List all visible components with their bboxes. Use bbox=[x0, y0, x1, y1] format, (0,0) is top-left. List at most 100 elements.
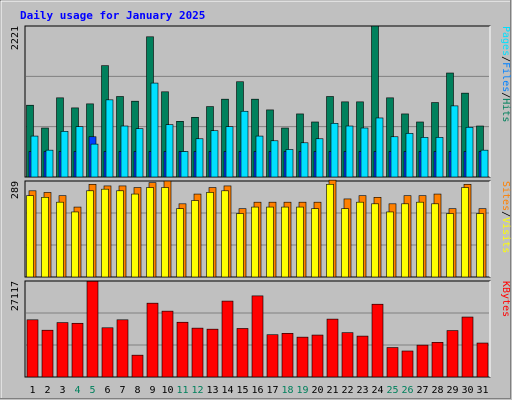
kbytes-bar bbox=[206, 328, 219, 378]
x-tick-label: 23 bbox=[356, 385, 368, 396]
pages-bar bbox=[105, 99, 114, 178]
pages-bar bbox=[60, 131, 69, 178]
kbytes-bar bbox=[401, 350, 414, 378]
visits-bar bbox=[401, 203, 409, 278]
legend-entry: / bbox=[500, 211, 511, 217]
pages-bar bbox=[210, 130, 219, 178]
visits-bar bbox=[311, 208, 319, 278]
pages-bar bbox=[285, 149, 294, 178]
pages-bar bbox=[450, 105, 459, 178]
x-tick-label: 26 bbox=[401, 385, 413, 396]
x-tick-label: 13 bbox=[206, 385, 218, 396]
x-tick-label: 14 bbox=[221, 385, 233, 396]
x-tick-label: 4 bbox=[74, 385, 80, 396]
x-tick-label: 7 bbox=[119, 385, 125, 396]
kbytes-bar bbox=[101, 327, 114, 378]
x-tick-label: 15 bbox=[236, 385, 248, 396]
visits-bar bbox=[326, 184, 334, 278]
x-tick-label: 19 bbox=[296, 385, 308, 396]
kbytes-bar bbox=[176, 321, 189, 378]
legend-entry: Pages bbox=[500, 26, 511, 56]
x-tick-label: 3 bbox=[59, 385, 65, 396]
series-legend: KBytes bbox=[500, 281, 511, 317]
pages-bar bbox=[405, 133, 414, 178]
visits-bar bbox=[221, 190, 229, 278]
pages-bar bbox=[465, 127, 474, 178]
kbytes-bar bbox=[326, 318, 339, 378]
kbytes-bar bbox=[161, 310, 174, 378]
x-tick-label: 30 bbox=[461, 385, 473, 396]
visits-bar bbox=[371, 203, 379, 278]
kbytes-bar bbox=[371, 303, 384, 378]
pages-bar bbox=[30, 135, 39, 178]
kbytes-bar bbox=[146, 302, 159, 378]
kbytes-bar bbox=[71, 322, 84, 378]
x-tick-label: 20 bbox=[311, 385, 323, 396]
visits-sites-panel: 289 Sites/Visits bbox=[10, 179, 511, 278]
pages-bar bbox=[240, 110, 249, 178]
x-tick-label: 8 bbox=[134, 385, 140, 396]
visits-bar bbox=[206, 192, 214, 278]
x-tick-label: 27 bbox=[416, 385, 428, 396]
pages-bar bbox=[120, 125, 129, 178]
chart-title: Daily usage for January 2025 bbox=[20, 9, 205, 22]
x-tick-label: 2 bbox=[44, 385, 50, 396]
legend-entry: Visits bbox=[500, 217, 511, 253]
pages-bar bbox=[390, 136, 399, 178]
pages-bar bbox=[75, 126, 84, 178]
visits-bar bbox=[416, 201, 424, 278]
kbytes-bar bbox=[266, 334, 279, 378]
pages-bar bbox=[165, 124, 174, 178]
kbytes-bar bbox=[461, 316, 474, 378]
visits-bar bbox=[176, 208, 184, 278]
kbytes-bar bbox=[191, 327, 204, 378]
pages-bar bbox=[45, 149, 54, 178]
kbytes-bar bbox=[26, 319, 39, 378]
visits-bar bbox=[476, 213, 484, 278]
legend-entry: / bbox=[500, 56, 511, 62]
x-tick-label: 9 bbox=[149, 385, 155, 396]
kbytes-bar bbox=[41, 329, 54, 378]
visits-bar bbox=[446, 213, 454, 278]
x-tick-label: 16 bbox=[251, 385, 263, 396]
visits-bar bbox=[356, 201, 364, 278]
kbytes-bar bbox=[221, 300, 234, 378]
visits-bar bbox=[71, 211, 79, 278]
pages-bar bbox=[135, 128, 144, 178]
visits-bar bbox=[146, 187, 154, 278]
bars bbox=[26, 281, 489, 378]
x-tick-label: 31 bbox=[476, 385, 488, 396]
pages-bar bbox=[225, 126, 234, 178]
visits-bar bbox=[341, 208, 349, 278]
visits-bar bbox=[56, 201, 64, 278]
x-tick-label: 18 bbox=[281, 385, 293, 396]
kbytes-bar bbox=[131, 354, 144, 378]
pages-bar bbox=[345, 125, 354, 178]
visits-bar bbox=[236, 213, 244, 278]
visits-bar bbox=[101, 188, 109, 278]
x-tick-label: 1 bbox=[29, 385, 35, 396]
pages-bar bbox=[360, 127, 369, 178]
kbytes-bar bbox=[56, 322, 69, 378]
visits-bar bbox=[41, 197, 49, 278]
kbytes-bar bbox=[356, 335, 369, 378]
kbytes-bar bbox=[236, 328, 249, 378]
x-tick-label: 29 bbox=[446, 385, 458, 396]
series-legend: Pages/Files/Hits bbox=[500, 26, 511, 122]
visits-bar bbox=[296, 206, 304, 278]
legend-entry: Hits bbox=[500, 98, 511, 122]
pages-bar bbox=[375, 117, 384, 178]
pages-bar bbox=[315, 138, 324, 178]
y-max-label: 2221 bbox=[10, 26, 21, 50]
x-tick-label: 10 bbox=[161, 385, 173, 396]
x-tick-label: 6 bbox=[104, 385, 110, 396]
visits-bar bbox=[281, 206, 289, 278]
kbytes-bar bbox=[116, 319, 129, 378]
pages-bar bbox=[270, 140, 279, 178]
visits-bar bbox=[116, 190, 124, 278]
visits-bar bbox=[386, 211, 394, 278]
visits-bar bbox=[191, 200, 199, 278]
kbytes-bar bbox=[476, 342, 489, 378]
visits-bar bbox=[161, 187, 169, 278]
